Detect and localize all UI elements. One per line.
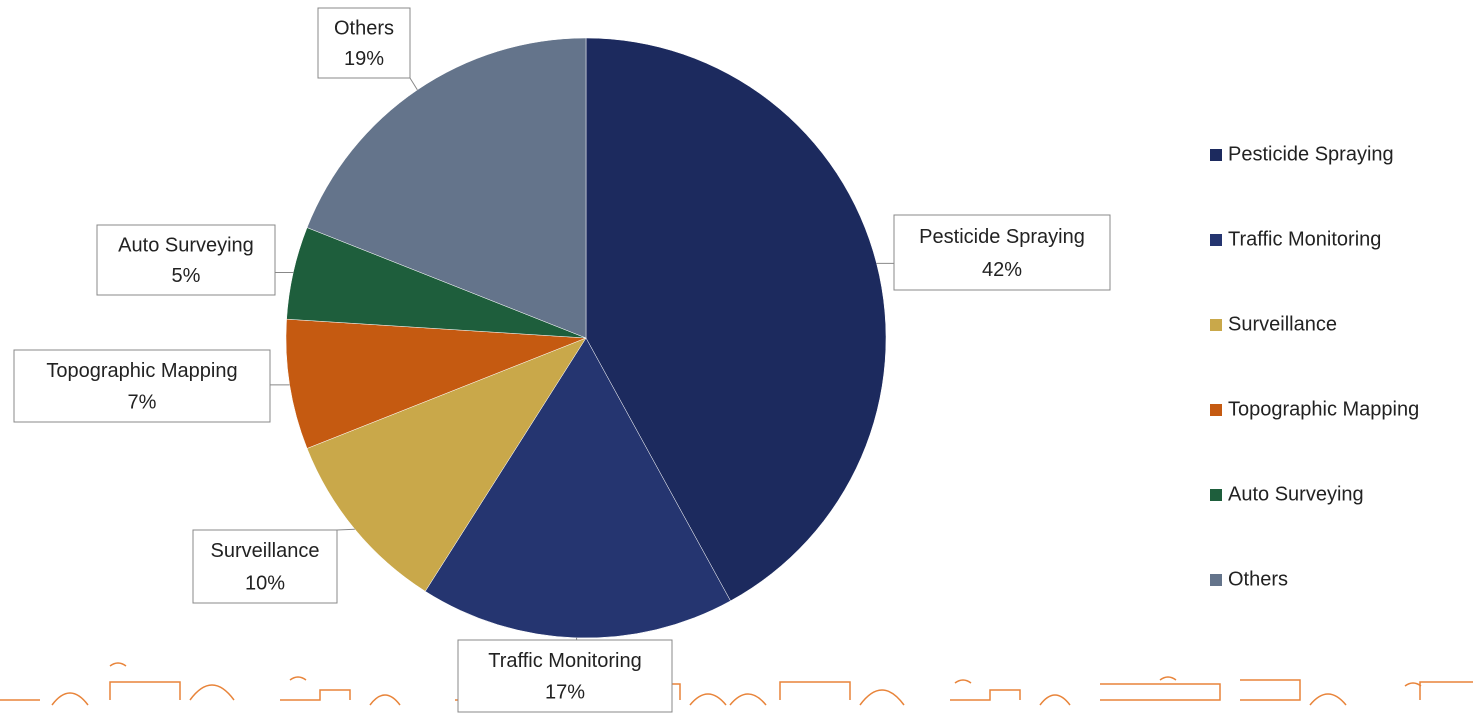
legend-label: Topographic Mapping: [1228, 398, 1419, 420]
legend-swatch: [1210, 574, 1222, 586]
data-label-name: Pesticide Spraying: [919, 226, 1085, 248]
legend-swatch: [1210, 404, 1222, 416]
legend-label: Surveillance: [1228, 313, 1337, 335]
legend-label: Traffic Monitoring: [1228, 228, 1381, 250]
callout-pointer: [410, 78, 417, 90]
legend-swatch: [1210, 319, 1222, 331]
data-label-value: 10%: [245, 572, 285, 594]
data-label-value: 42%: [982, 259, 1022, 281]
legend-swatch: [1210, 149, 1222, 161]
data-label-value: 17%: [545, 682, 585, 704]
data-label-name: Surveillance: [211, 540, 320, 562]
skyline-decoration: [0, 663, 1473, 705]
callout-pointer: [337, 529, 355, 530]
legend-label: Others: [1228, 568, 1288, 590]
legend-swatch: [1210, 234, 1222, 246]
data-label-value: 7%: [128, 392, 157, 414]
data-label-name: Topographic Mapping: [46, 360, 237, 382]
legend-label: Auto Surveying: [1228, 483, 1364, 505]
data-label-name: Auto Surveying: [118, 234, 254, 256]
data-label-name: Others: [334, 17, 394, 39]
chart: Pesticide Spraying 42% Traffic Monitoring 1…: [0, 0, 1473, 721]
legend-swatch: [1210, 489, 1222, 501]
data-label-name: Traffic Monitoring: [488, 650, 641, 672]
data-label-value: 19%: [344, 48, 384, 70]
legend-label: Pesticide Spraying: [1228, 143, 1394, 165]
data-label-value: 5%: [172, 265, 201, 287]
